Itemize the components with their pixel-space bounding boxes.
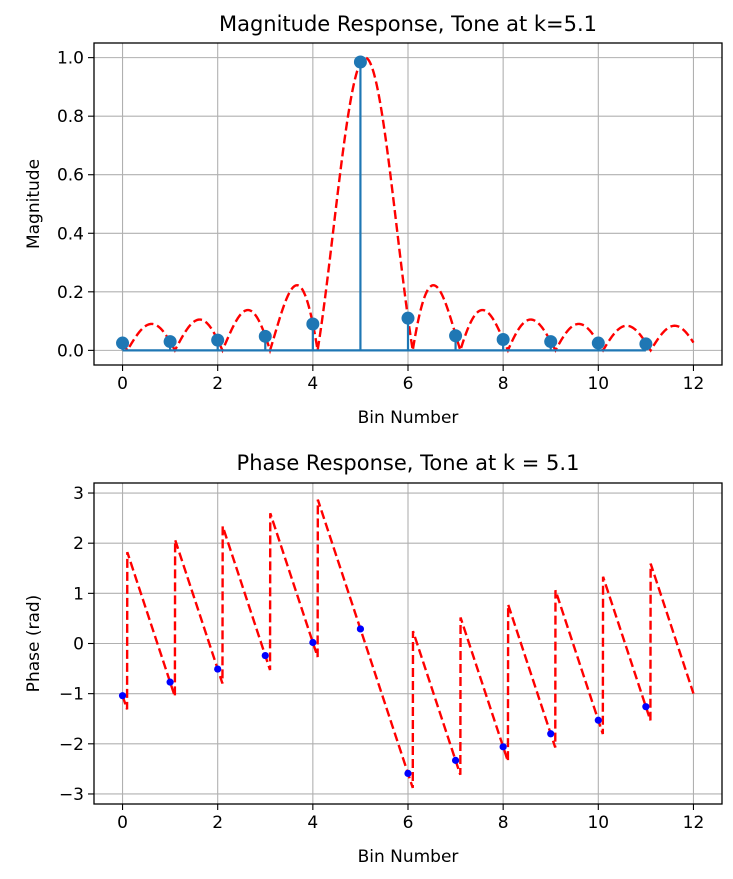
phase-chart-title: Phase Response, Tone at k = 5.1 [237,451,580,475]
phase-point-marker [404,769,412,778]
magnitude-stem-marker [306,317,320,331]
phase-point-marker [642,703,650,711]
magnitude-stem-marker [353,55,367,69]
phase-axes-frame [93,482,723,805]
magnitude-grid [94,43,722,365]
magnitude-y-axis-label: Magnitude [24,159,44,249]
magnitude-ticks: 0 2 4 6 8 10 12 0.0 0.2 0.4 0.6 0.8 1.0 [57,49,704,394]
phase-chart: Phase Response, Tone at k = 5.1 0 2 4 6 8 10 1… [24,451,723,867]
magnitude-chart: Magnitude Response, Tone at k=5.1 0 2 4 6 8 1… [24,12,723,428]
magnitude-y-tick-label: 1.0 [57,49,84,69]
magnitude-stem-marker [639,337,653,351]
magnitude-stem-marker [211,333,225,347]
magnitude-x-tick-label: 4 [307,374,318,394]
phase-point-marker [499,743,507,751]
phase-grid [94,483,722,804]
phase-plot-area [118,499,695,789]
magnitude-stem-marker [163,335,177,349]
magnitude-chart-title: Magnitude Response, Tone at k=5.1 [219,12,597,36]
magnitude-stem-marker [591,336,605,350]
magnitude-stem-marker [258,329,272,343]
magnitude-x-tick-label: 8 [498,374,509,394]
phase-point-marker [166,678,174,686]
phase-x-tick-label: 2 [212,813,223,833]
phase-y-tick-label: 2 [73,534,84,554]
magnitude-y-tick-label: 0.8 [57,107,84,127]
phase-x-tick-label: 6 [403,813,414,833]
magnitude-x-tick-label: 10 [587,374,609,394]
magnitude-y-tick-label: 0.2 [57,283,84,303]
phase-point-marker [547,730,555,738]
magnitude-stem-marker [496,333,510,347]
phase-x-tick-label: 12 [683,813,705,833]
magnitude-stem-marker [401,311,415,325]
phase-y-tick-label: −1 [59,685,84,705]
magnitude-x-tick-label: 0 [117,374,128,394]
phase-y-tick-label: 3 [73,484,84,504]
phase-point-marker [451,756,460,764]
phase-y-tick-label: 1 [73,584,84,604]
phase-y-tick-label: −2 [59,735,84,755]
phase-x-tick-label: 4 [307,813,318,833]
magnitude-plot-area [116,55,695,355]
phase-point-marker [261,651,269,660]
phase-y-tick-label: −3 [59,785,84,805]
magnitude-y-tick-label: 0.0 [57,341,84,361]
magnitude-axes-frame [93,42,723,366]
magnitude-stem-marker [544,335,558,349]
magnitude-x-axis-label: Bin Number [358,408,459,428]
phase-point-marker [594,716,602,724]
magnitude-stem-marker [449,329,463,343]
phase-point-marker [214,665,222,673]
magnitude-x-tick-label: 12 [683,374,705,394]
phase-x-tick-label: 10 [587,813,609,833]
phase-point-marker [356,625,365,633]
magnitude-stem-marker [116,336,130,350]
phase-point-marker [118,692,127,700]
magnitude-y-tick-label: 0.4 [57,224,84,244]
phase-y-tick-label: 0 [73,635,84,655]
phase-y-axis-label: Phase (rad) [24,595,44,693]
magnitude-x-tick-label: 6 [403,374,414,394]
phase-point-marker [309,638,317,647]
magnitude-y-tick-label: 0.6 [57,166,84,186]
phase-x-axis-label: Bin Number [358,847,459,867]
phase-x-tick-label: 0 [117,813,128,833]
magnitude-x-tick-label: 2 [212,374,223,394]
phase-x-tick-label: 8 [498,813,509,833]
